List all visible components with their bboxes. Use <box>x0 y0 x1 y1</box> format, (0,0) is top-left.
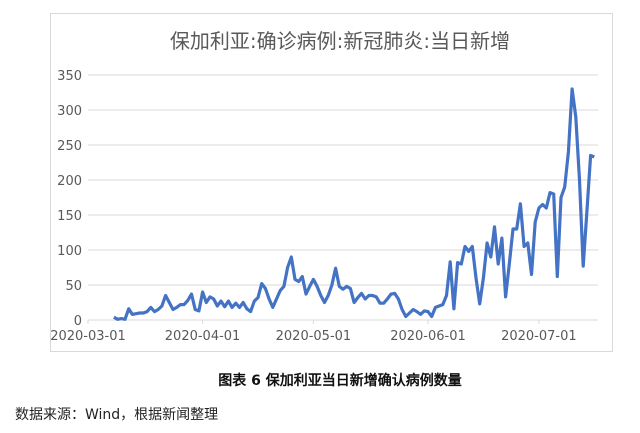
y-tick-label: 300 <box>57 104 82 119</box>
source-note: 数据来源：Wind，根据新闻整理 <box>15 407 219 423</box>
y-tick-label: 250 <box>57 139 82 154</box>
chart-frame <box>50 13 613 352</box>
y-tick-label: 200 <box>57 174 82 189</box>
x-tick-label: 2020-05-01 <box>276 329 352 344</box>
y-tick-label: 100 <box>57 244 82 259</box>
y-tick-label: 50 <box>65 279 82 294</box>
x-tick-label: 2020-03-01 <box>50 329 126 344</box>
x-tick-label: 2020-06-01 <box>390 329 466 344</box>
y-tick-label: 0 <box>74 314 82 329</box>
chart-title: 保加利亚:确诊病例:新冠肺炎:当日新增 <box>170 29 510 53</box>
x-tick-label: 2020-04-01 <box>165 329 241 344</box>
x-tick-label: 2020-07-01 <box>501 329 577 344</box>
y-tick-label: 350 <box>57 69 82 84</box>
y-tick-label: 150 <box>57 209 82 224</box>
figure-caption: 图表 6 保加利亚当日新增确认病例数量 <box>218 373 462 389</box>
